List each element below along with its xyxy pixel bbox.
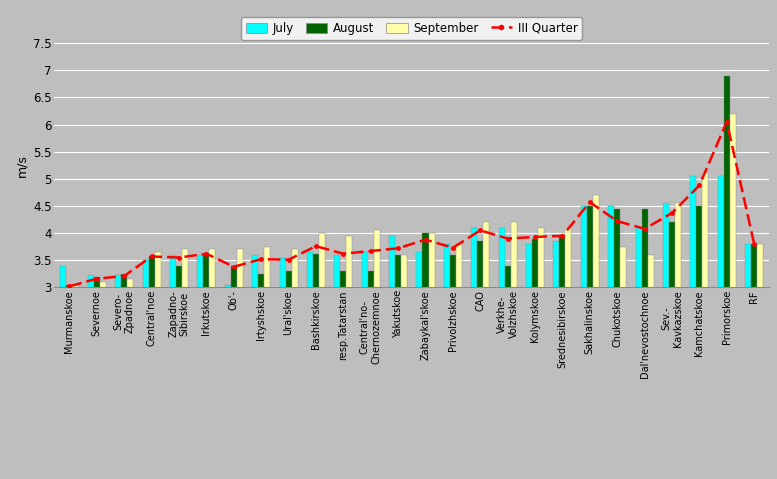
Bar bbox=[182, 250, 188, 450]
Bar bbox=[88, 275, 94, 450]
Bar bbox=[675, 203, 681, 450]
Legend: July, August, September, III Quarter: July, August, September, III Quarter bbox=[241, 17, 583, 40]
Bar bbox=[286, 271, 291, 450]
Bar bbox=[72, 285, 78, 450]
Bar bbox=[204, 255, 210, 450]
Bar bbox=[696, 206, 702, 450]
Bar bbox=[566, 228, 572, 450]
Bar bbox=[374, 230, 380, 450]
Bar bbox=[121, 274, 127, 450]
Bar bbox=[334, 255, 340, 450]
Bar bbox=[510, 222, 517, 450]
Bar bbox=[361, 252, 368, 450]
Bar bbox=[620, 247, 626, 450]
Bar bbox=[313, 254, 319, 450]
Bar bbox=[416, 252, 423, 450]
Bar bbox=[401, 255, 407, 450]
Bar bbox=[429, 233, 434, 450]
Bar bbox=[690, 176, 696, 450]
Bar bbox=[291, 250, 298, 450]
Bar bbox=[347, 236, 353, 450]
Bar bbox=[532, 239, 538, 450]
Bar bbox=[751, 244, 757, 450]
Bar bbox=[210, 250, 215, 450]
Bar bbox=[456, 244, 462, 450]
Bar bbox=[319, 233, 325, 450]
Bar bbox=[608, 206, 614, 450]
Bar bbox=[593, 195, 599, 450]
Bar bbox=[67, 285, 72, 450]
Bar bbox=[127, 279, 134, 450]
Bar bbox=[368, 271, 374, 450]
Bar bbox=[115, 275, 121, 450]
Bar bbox=[307, 252, 313, 450]
Bar bbox=[258, 274, 264, 450]
Y-axis label: m/s: m/s bbox=[16, 154, 29, 177]
Bar bbox=[669, 222, 675, 450]
Bar bbox=[538, 228, 544, 450]
Bar bbox=[100, 282, 106, 450]
Bar bbox=[148, 256, 155, 450]
Bar bbox=[444, 244, 450, 450]
Bar bbox=[647, 255, 653, 450]
Bar bbox=[225, 285, 231, 450]
Bar bbox=[477, 241, 483, 450]
Bar bbox=[143, 260, 148, 450]
Bar bbox=[504, 266, 510, 450]
Bar bbox=[559, 236, 566, 450]
Bar bbox=[94, 276, 100, 450]
Bar bbox=[702, 173, 709, 450]
Bar bbox=[237, 250, 243, 450]
Bar bbox=[745, 244, 751, 450]
Bar bbox=[231, 266, 237, 450]
Bar bbox=[580, 206, 587, 450]
Bar bbox=[389, 236, 395, 450]
Bar bbox=[252, 255, 258, 450]
Bar bbox=[471, 228, 477, 450]
Bar bbox=[340, 271, 347, 450]
Bar bbox=[176, 266, 182, 450]
Bar bbox=[450, 255, 456, 450]
Bar bbox=[280, 258, 286, 450]
Bar bbox=[636, 228, 642, 450]
Bar bbox=[264, 247, 270, 450]
Bar bbox=[663, 203, 669, 450]
Bar bbox=[423, 233, 429, 450]
Bar bbox=[553, 241, 559, 450]
Bar bbox=[483, 222, 490, 450]
Bar bbox=[718, 176, 723, 450]
Bar bbox=[642, 209, 647, 450]
Bar bbox=[197, 255, 204, 450]
Bar bbox=[757, 244, 763, 450]
Bar bbox=[170, 255, 176, 450]
Bar bbox=[61, 266, 67, 450]
Bar bbox=[499, 228, 504, 450]
Bar bbox=[730, 114, 736, 450]
Bar bbox=[155, 252, 161, 450]
Bar bbox=[723, 76, 730, 450]
Bar bbox=[395, 255, 401, 450]
Bar bbox=[587, 206, 593, 450]
Bar bbox=[526, 244, 532, 450]
Bar bbox=[614, 209, 620, 450]
